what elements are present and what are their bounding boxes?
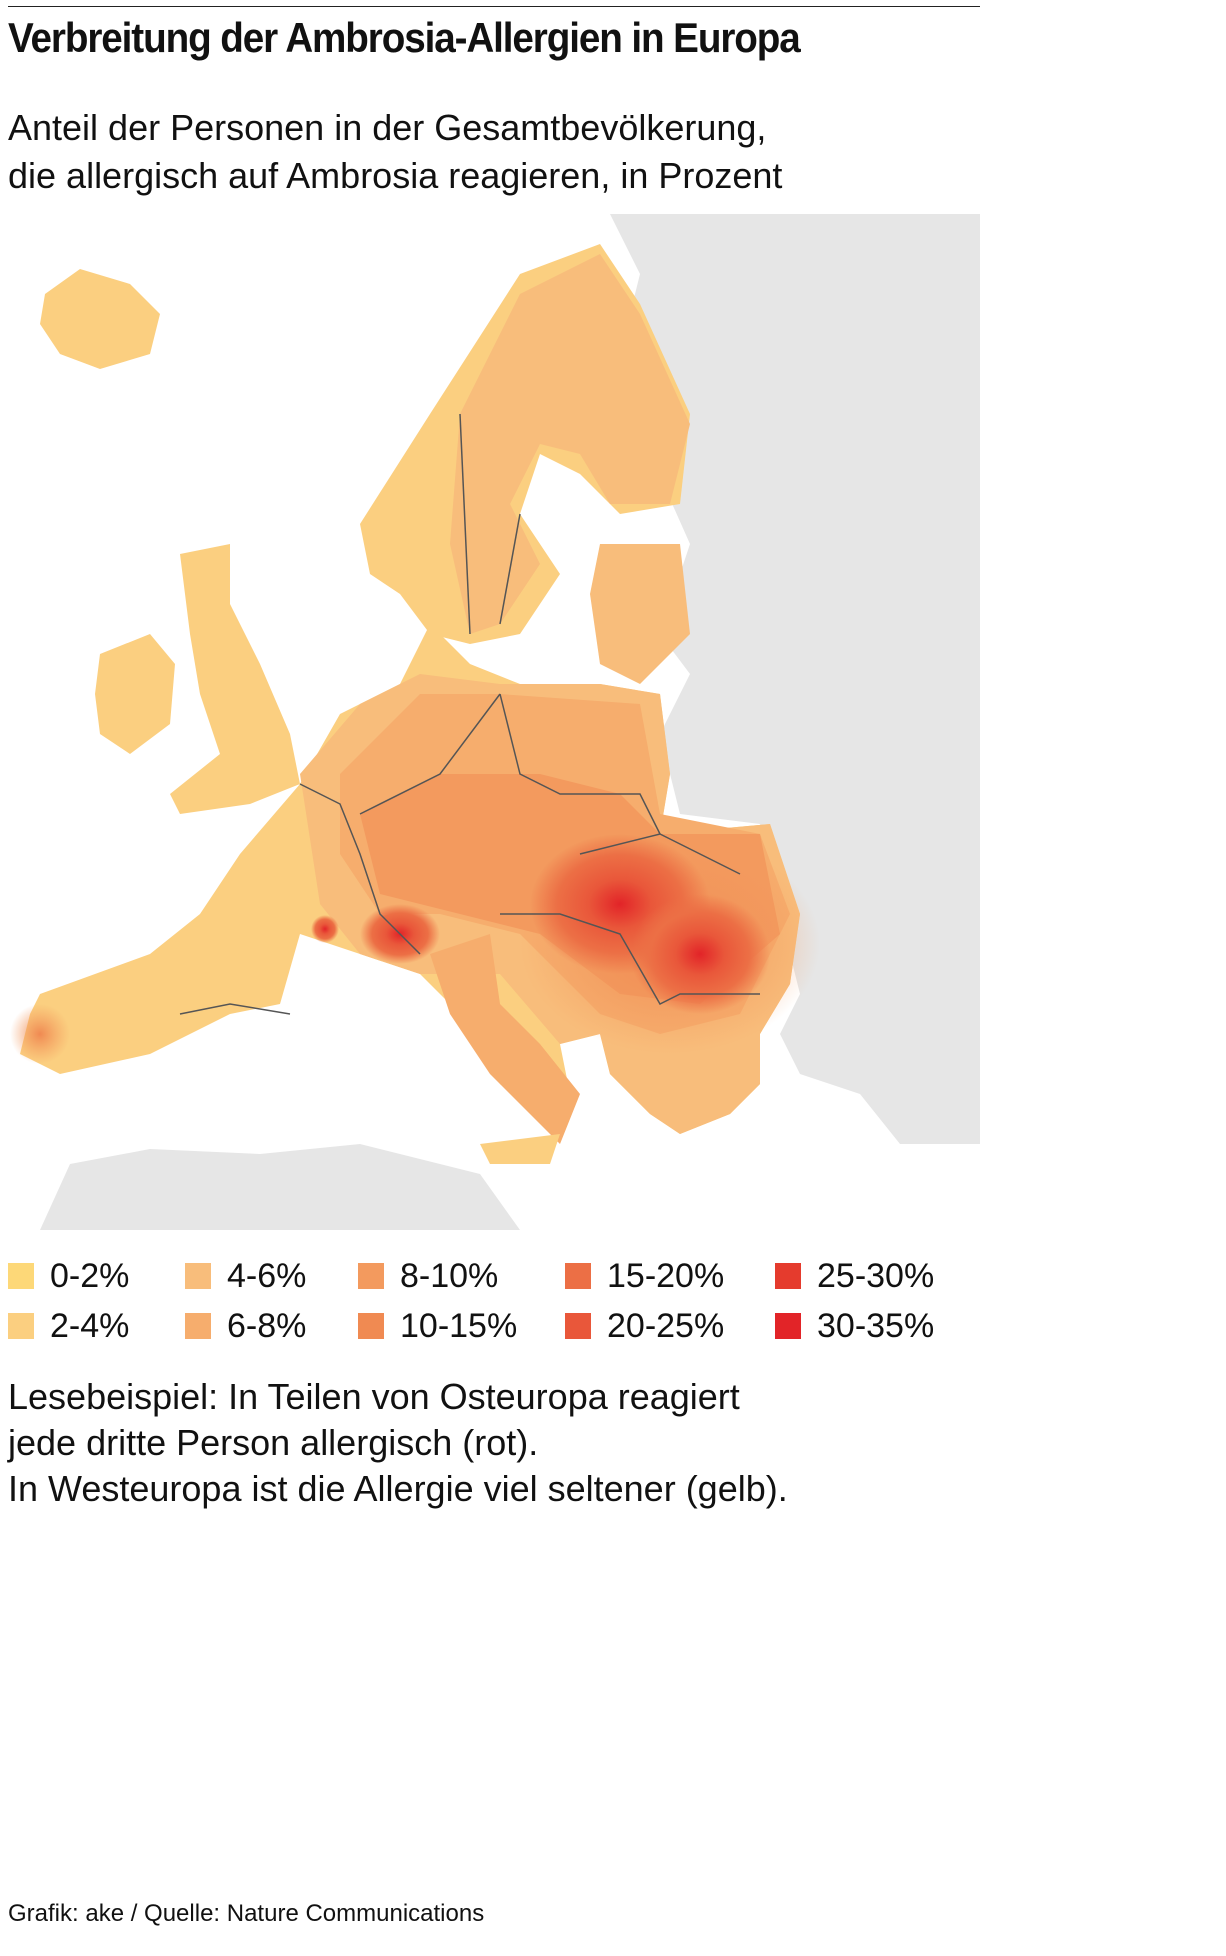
legend-item: 15-20% [565,1256,724,1296]
land [480,1134,560,1164]
legend-item: 10-15% [358,1306,517,1346]
legend-swatch [358,1263,384,1289]
subtitle-line: die allergisch auf Ambrosia reagieren, i… [8,155,783,196]
land [590,544,690,684]
legend-label: 2-4% [50,1306,130,1345]
note: Lesebeispiel: In Teilen von Osteuropa re… [8,1374,788,1512]
hotspot [10,1004,70,1064]
legend-label: 0-2% [50,1256,130,1295]
land [40,269,160,369]
legend-swatch [8,1263,34,1289]
title: Verbreitung der Ambrosia-Allergien in Eu… [8,14,801,61]
legend-item: 2-4% [8,1306,129,1346]
borders [179,413,760,1015]
legend-swatch [8,1313,34,1339]
legend: 0-2% 2-4% 4-6% 6-8% 8-10% 10-15% 15-20% 20-25% 2… [8,1256,978,1366]
legend-item: 0-2% [8,1256,129,1296]
legend-item: 8-10% [358,1256,498,1296]
legend-label: 10-15% [400,1306,518,1345]
legend-label: 30-35% [817,1306,935,1345]
note-line: In Westeuropa ist die Allergie viel selt… [8,1468,788,1509]
legend-label: 15-20% [607,1256,725,1295]
legend-swatch [358,1313,384,1339]
legend-item: 6-8% [185,1306,306,1346]
legend-label: 8-10% [400,1256,499,1295]
hotspot [630,894,770,1014]
legend-swatch [565,1313,591,1339]
land [450,254,690,634]
land [95,634,175,754]
map [10,214,980,1230]
land [430,934,580,1144]
legend-label: 25-30% [817,1256,935,1295]
legend-swatch [775,1313,801,1339]
land [170,544,300,814]
legend-item: 4-6% [185,1256,306,1296]
top-rule [8,6,980,7]
legend-item: 25-30% [775,1256,934,1296]
credit: Grafik: ake / Quelle: Nature Communicati… [8,1900,485,1927]
subtitle: Anteil der Personen in der Gesamtbevölke… [8,104,782,200]
legend-swatch [185,1313,211,1339]
note-line: Lesebeispiel: In Teilen von Osteuropa re… [8,1376,740,1417]
legend-item: 20-25% [565,1306,724,1346]
subtitle-line: Anteil der Personen in der Gesamtbevölke… [8,107,767,148]
legend-label: 6-8% [227,1306,307,1345]
other-land [40,1144,520,1230]
legend-label: 4-6% [227,1256,307,1295]
legend-swatch [775,1263,801,1289]
note-line: jede dritte Person allergisch (rot). [8,1422,539,1463]
hotspot [311,915,339,943]
legend-item: 30-35% [775,1306,934,1346]
legend-swatch [185,1263,211,1289]
legend-label: 20-25% [607,1306,725,1345]
other-land [610,214,980,1144]
legend-swatch [565,1263,591,1289]
